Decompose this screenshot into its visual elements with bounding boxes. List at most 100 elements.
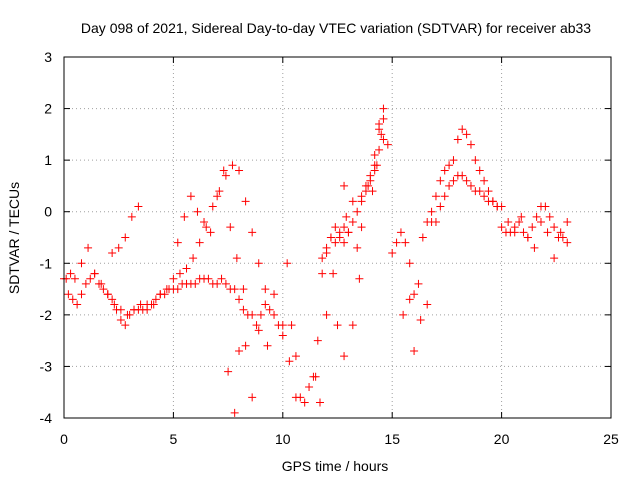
data-point: [410, 290, 419, 299]
data-point: [189, 254, 198, 263]
x-tick-label: 15: [384, 431, 400, 447]
x-axis-ticks: 0 5 10 15 20 25: [60, 57, 619, 447]
data-point: [200, 218, 209, 227]
data-point: [445, 181, 454, 190]
data-point: [340, 352, 349, 361]
data-point: [462, 176, 471, 185]
data-point: [230, 408, 239, 417]
data-point: [156, 290, 165, 299]
data-point: [497, 202, 506, 211]
data-point: [97, 279, 106, 288]
data-point: [103, 290, 112, 299]
data-point: [285, 357, 294, 366]
data-point: [423, 300, 432, 309]
data-point: [318, 254, 327, 263]
data-point: [90, 269, 99, 278]
data-point: [458, 125, 467, 134]
data-point: [130, 305, 139, 314]
data-point: [480, 192, 489, 201]
data-point: [340, 238, 349, 247]
data-point: [265, 305, 274, 314]
data-point: [510, 228, 519, 237]
data-point: [377, 130, 386, 139]
data-point: [68, 295, 77, 304]
y-axis-ticks: -4 -3 -2 -1 0 1 2 3: [40, 49, 611, 426]
data-point: [331, 238, 340, 247]
data-point: [77, 259, 86, 268]
data-point: [497, 223, 506, 232]
data-point: [208, 202, 217, 211]
y-tick-label: -3: [40, 358, 53, 374]
data-point: [357, 223, 366, 232]
data-point: [149, 300, 158, 309]
data-point: [121, 233, 130, 242]
data-point: [462, 130, 471, 139]
data-point: [283, 259, 292, 268]
data-point: [364, 181, 373, 190]
data-point: [399, 310, 408, 319]
data-point: [517, 212, 526, 221]
data-point: [536, 218, 545, 227]
data-point: [241, 341, 250, 350]
data-point: [379, 104, 388, 113]
data-point: [449, 176, 458, 185]
data-point: [528, 223, 537, 232]
y-axis-label: SDTVAR / TECUs: [6, 182, 22, 294]
data-point: [466, 140, 475, 149]
data-point: [396, 228, 405, 237]
data-point: [563, 238, 572, 247]
data-point: [239, 305, 248, 314]
data-point: [248, 310, 257, 319]
data-point: [466, 181, 475, 190]
data-point: [235, 295, 244, 304]
data-point: [388, 248, 397, 257]
data-point: [405, 259, 414, 268]
data-point: [563, 218, 572, 227]
data-point: [348, 218, 357, 227]
data-point: [62, 274, 71, 283]
data-point: [77, 290, 86, 299]
data-point: [410, 346, 419, 355]
data-point: [353, 207, 362, 216]
data-point: [248, 393, 257, 402]
data-point: [353, 243, 362, 252]
data-point: [169, 274, 178, 283]
data-point: [99, 285, 108, 294]
data-point: [123, 310, 132, 319]
data-point: [556, 228, 565, 237]
data-point: [545, 212, 554, 221]
data-point: [305, 383, 314, 392]
data-point: [379, 114, 388, 123]
data-point: [291, 352, 300, 361]
data-point: [379, 135, 388, 144]
data-point: [248, 228, 257, 237]
data-point: [64, 290, 73, 299]
data-point: [108, 295, 117, 304]
data-point: [313, 336, 322, 345]
data-point: [318, 269, 327, 278]
data-point: [344, 228, 353, 237]
data-point: [440, 192, 449, 201]
data-point: [195, 238, 204, 247]
data-point: [110, 300, 119, 309]
data-point: [261, 300, 270, 309]
data-point: [445, 161, 454, 170]
data-point: [84, 243, 93, 252]
data-point: [206, 228, 215, 237]
data-point: [375, 145, 384, 154]
data-point: [357, 197, 366, 206]
data-point: [224, 367, 233, 376]
data-point: [291, 393, 300, 402]
data-point: [175, 269, 184, 278]
data-point: [475, 166, 484, 175]
x-tick-label: 20: [494, 431, 510, 447]
data-point: [254, 326, 263, 335]
data-point: [86, 274, 95, 283]
data-point: [355, 274, 364, 283]
data-point: [278, 331, 287, 340]
data-point: [127, 212, 136, 221]
data-point: [73, 300, 82, 309]
x-axis-label: GPS time / hours: [282, 458, 389, 474]
chart-title: Day 098 of 2021, Sidereal Day-to-day VTE…: [81, 20, 591, 36]
